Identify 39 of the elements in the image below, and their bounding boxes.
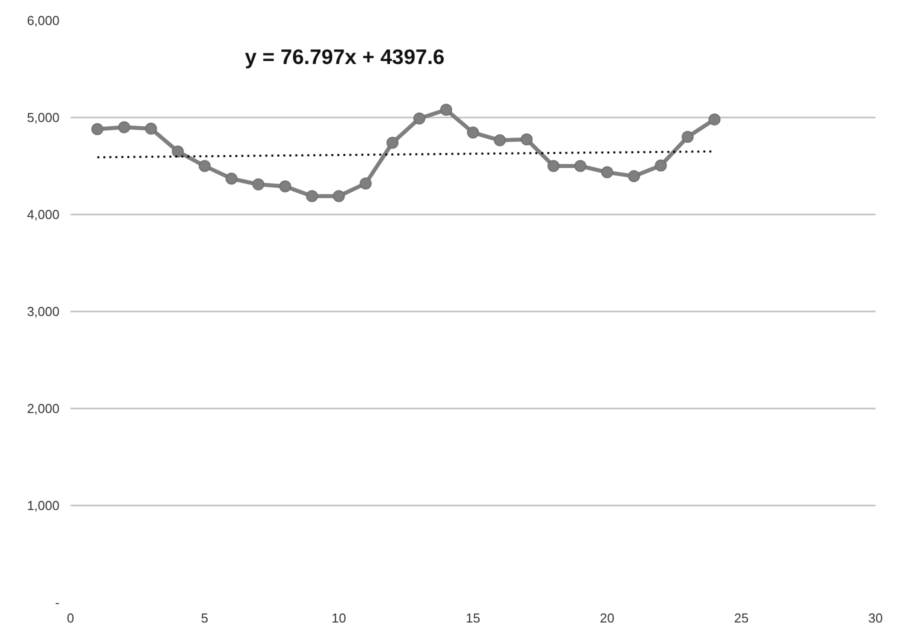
x-tick-label: 30 bbox=[868, 610, 883, 626]
point bbox=[413, 112, 426, 124]
point bbox=[548, 160, 560, 172]
point bbox=[440, 104, 452, 116]
point bbox=[467, 126, 479, 139]
point bbox=[198, 160, 211, 172]
x-tick-label: 5 bbox=[201, 610, 208, 626]
point bbox=[252, 178, 264, 190]
point bbox=[601, 166, 614, 178]
point bbox=[708, 113, 720, 126]
y-tick-label: - bbox=[55, 595, 60, 610]
point bbox=[279, 180, 292, 192]
x-tick-label: 0 bbox=[66, 610, 74, 626]
x-tick-label: 20 bbox=[600, 610, 614, 626]
x-tick-label: 10 bbox=[332, 610, 346, 626]
point bbox=[226, 172, 238, 185]
y-tick-label: 1,000 bbox=[26, 498, 60, 513]
point bbox=[574, 160, 586, 172]
point bbox=[332, 190, 345, 202]
y-tick-label: 2,000 bbox=[26, 401, 60, 416]
point bbox=[494, 134, 506, 146]
x-tick-label: 25 bbox=[734, 610, 749, 626]
y-tick-label: 5,000 bbox=[26, 110, 60, 125]
point bbox=[520, 133, 533, 146]
point bbox=[682, 130, 694, 143]
y-tick-label: 4,000 bbox=[26, 207, 60, 222]
x-tick-label: 15 bbox=[466, 610, 480, 626]
point bbox=[306, 190, 318, 202]
annotation: y = 76.797x + 4397.6 bbox=[244, 46, 445, 69]
point bbox=[386, 136, 398, 149]
point bbox=[654, 160, 667, 172]
y-tick-label: 6,000 bbox=[26, 13, 60, 28]
point bbox=[118, 121, 130, 134]
point bbox=[360, 177, 372, 190]
point bbox=[628, 170, 640, 182]
y-tick-label: 3,000 bbox=[26, 304, 60, 319]
point bbox=[145, 122, 157, 135]
point bbox=[172, 145, 184, 158]
point bbox=[91, 123, 104, 136]
